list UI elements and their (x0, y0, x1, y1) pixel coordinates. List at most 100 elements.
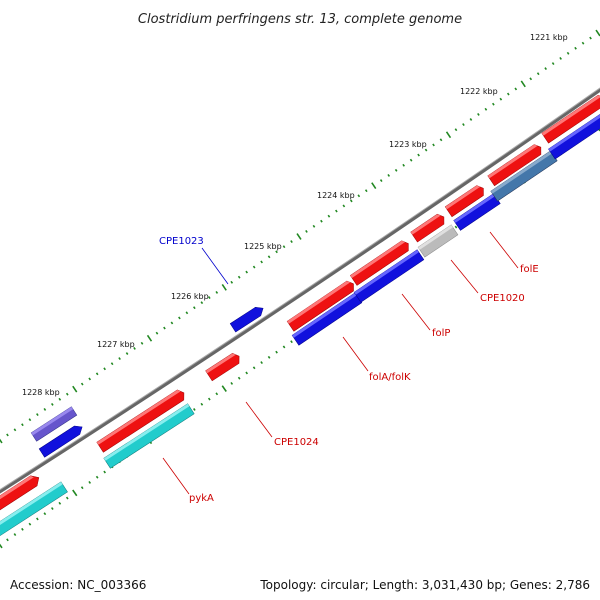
gene-label-cpe1023[interactable]: CPE1023 (159, 236, 204, 247)
gene-label-folp[interactable]: folP (432, 328, 450, 339)
outer-tick (6, 433, 9, 437)
gene-pyka-feature[interactable] (103, 403, 195, 469)
feature-blue-right[interactable] (548, 110, 600, 160)
inner-tick (13, 533, 17, 537)
outer-tick (163, 326, 166, 330)
feature-red-4[interactable] (444, 183, 487, 218)
inner-tick (230, 381, 234, 385)
outer-tick (140, 341, 144, 345)
leader-fola-folk (342, 336, 369, 372)
gene-cpe1023-feature[interactable] (229, 304, 266, 333)
outer-tick (445, 131, 452, 139)
gene-fole-feature[interactable] (453, 193, 501, 231)
gene-pyka-red-feature[interactable] (96, 388, 187, 453)
gene-labels: CPE1023 folE CPE1020 folP folA/folK CPE1… (159, 231, 539, 504)
outer-tick (364, 189, 368, 193)
outer-tick (200, 301, 204, 305)
inner-tick (50, 507, 54, 510)
gene-label-fola-folk[interactable]: folA/folK (369, 372, 411, 383)
outer-tick (237, 275, 241, 279)
outer-tick (520, 80, 526, 88)
gene-label-cpe1024[interactable]: CPE1024 (274, 437, 319, 448)
gene-label-cpe1020[interactable]: CPE1020 (480, 293, 525, 304)
outer-tick (514, 87, 518, 91)
outer-tick (484, 107, 488, 111)
inner-tick (267, 355, 271, 359)
outer-tick (394, 168, 398, 172)
inner-tick (36, 517, 39, 521)
outer-tick (103, 367, 106, 371)
tick-label-1227: 1227 kbp (97, 340, 135, 349)
outer-tick (529, 77, 533, 81)
tick-label-1221: 1221 kbp (530, 33, 568, 42)
outer-tick (95, 372, 99, 376)
outer-tick (544, 67, 548, 71)
outer-tick (72, 385, 78, 393)
outer-tick (230, 280, 234, 284)
outer-tick (245, 270, 249, 274)
outer-tick (551, 62, 555, 65)
gene-cpe1020-feature[interactable] (417, 224, 459, 258)
inner-tick (200, 402, 204, 406)
tick-label-1224: 1224 kbp (317, 191, 355, 200)
outer-tick (110, 362, 114, 366)
feature-purple[interactable] (30, 406, 78, 442)
inner-tick (237, 376, 241, 380)
outer-tick (536, 72, 540, 76)
gene-label-fole[interactable]: folE (520, 264, 539, 275)
gene-label-pyka[interactable]: pykA (189, 493, 214, 504)
feature-red-2[interactable] (349, 239, 411, 286)
tick-labels: 1221 kbp 1222 kbp 1223 kbp 1224 kbp 1225… (22, 33, 568, 397)
outer-tick (88, 377, 92, 381)
feature-cyan-left[interactable] (0, 481, 68, 545)
inner-tick (221, 385, 227, 392)
outer-tick (282, 245, 286, 249)
outer-tick (424, 148, 428, 152)
outer-tick (252, 265, 256, 269)
feature-red-6[interactable] (541, 93, 600, 144)
feature-red-left[interactable] (0, 473, 42, 517)
outer-tick (349, 199, 353, 203)
tick-label-1222: 1222 kbp (460, 87, 498, 96)
feature-steel[interactable] (490, 150, 558, 202)
gene-folp-feature[interactable] (353, 249, 425, 303)
outer-tick (125, 352, 129, 355)
outer-tick (21, 423, 24, 427)
outer-tick (454, 128, 458, 132)
outer-tick (290, 240, 293, 244)
inner-tick (80, 486, 84, 490)
outer-tick (432, 143, 435, 147)
outer-tick (379, 179, 383, 182)
inner-tick (260, 361, 263, 365)
outer-tick (50, 402, 54, 406)
red-features (0, 93, 600, 517)
outer-tick (28, 418, 32, 422)
outer-tick (595, 29, 600, 37)
outer-tick (118, 357, 121, 361)
outer-tick (146, 334, 153, 342)
outer-tick (221, 284, 227, 291)
outer-tick (417, 153, 420, 157)
gene-cpe1024-feature[interactable] (205, 351, 243, 382)
outer-tick (13, 428, 17, 432)
inner-tick (275, 350, 278, 354)
tick-label-1226: 1226 kbp (171, 292, 209, 301)
outer-tick (581, 41, 585, 45)
inner-tick (193, 408, 196, 411)
feature-red-3[interactable] (410, 212, 448, 243)
feature-red-5[interactable] (487, 142, 544, 187)
outer-tick (320, 219, 323, 223)
inner-tick (65, 496, 69, 500)
gene-fola-folk-feature[interactable] (291, 292, 363, 346)
feature-red-1[interactable] (286, 279, 357, 332)
outer-tick (439, 138, 443, 142)
outer-tick (58, 397, 62, 401)
inner-tick (252, 366, 256, 370)
leader-fole (489, 231, 519, 269)
genome-backbone (0, 87, 600, 494)
outer-tick (0, 438, 3, 444)
outer-tick (80, 382, 84, 386)
leader-folp (401, 293, 431, 331)
feature-blue-small[interactable] (38, 423, 85, 458)
inner-tick (21, 527, 24, 531)
